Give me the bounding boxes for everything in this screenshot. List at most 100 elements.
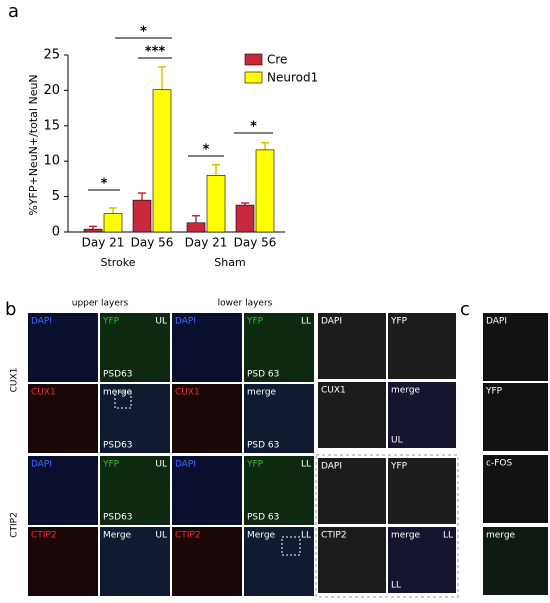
tile-label: CUX1 — [321, 386, 346, 396]
tile-label: DAPI — [486, 317, 507, 327]
tile-label: YFP — [246, 317, 264, 327]
tile-label: merge — [391, 386, 421, 396]
tile-label: LL — [443, 531, 453, 541]
group-label: Sham — [214, 256, 245, 269]
row-label: CTIP2 — [10, 512, 20, 538]
bar — [186, 222, 206, 233]
y-tick-label: 10 — [43, 154, 60, 169]
image-tile — [318, 527, 386, 593]
bar — [235, 204, 255, 233]
image-tile — [172, 527, 242, 596]
image-tile — [244, 456, 314, 525]
tile-label: DAPI — [175, 460, 196, 470]
tile-label: YFP — [102, 317, 120, 327]
bar — [152, 89, 172, 233]
zoom-frame — [315, 454, 459, 598]
significance-label: *** — [145, 45, 166, 60]
image-tile — [28, 456, 98, 525]
image-tile — [483, 313, 548, 381]
column-header: lower layers — [218, 299, 273, 309]
significance-label: * — [203, 143, 210, 158]
image-tile — [388, 313, 456, 379]
bar — [103, 213, 123, 233]
tile-label: PSD63 — [103, 370, 133, 380]
x-tick-label: Day 21 — [82, 236, 125, 250]
image-tile — [244, 384, 314, 453]
column-header: upper layers — [72, 299, 129, 309]
y-axis-label: %YFP+NeuN+/total NeuN — [27, 74, 40, 215]
y-tick-label: 25 — [43, 48, 60, 63]
roi-box — [114, 391, 132, 409]
tile-label: merge — [103, 388, 133, 398]
tile-label: CTIP2 — [31, 531, 57, 541]
image-tile — [483, 527, 548, 595]
tile-label: PSD 63 — [247, 370, 279, 380]
panel-letter: a — [8, 1, 19, 22]
tile-label: LL — [391, 581, 401, 591]
tile-label: CUX1 — [31, 388, 56, 398]
legend-label: Cre — [267, 53, 287, 67]
tile-label: merge — [391, 531, 421, 541]
image-tile — [172, 313, 242, 382]
tile-label: UL — [391, 436, 403, 446]
significance-label: * — [101, 177, 108, 192]
tile-label: DAPI — [31, 317, 52, 327]
row-label: CUX1 — [10, 368, 20, 393]
image-tile — [28, 384, 98, 453]
bar — [132, 199, 152, 233]
tile-label: YFP — [390, 462, 408, 472]
image-tile — [318, 458, 386, 524]
tile-label: YFP — [102, 460, 120, 470]
image-tile — [318, 313, 386, 379]
tile-label: UL — [155, 317, 167, 327]
tile-label: LL — [301, 460, 311, 470]
tile-label: UL — [155, 531, 167, 541]
bar — [206, 175, 226, 233]
image-tile — [172, 384, 242, 453]
tile-label: DAPI — [321, 317, 342, 327]
panel-letter: b — [5, 299, 16, 320]
tile-label: PSD 63 — [247, 441, 279, 451]
tile-label: YFP — [390, 317, 408, 327]
tile-label: CUX1 — [175, 388, 200, 398]
image-tile — [172, 456, 242, 525]
image-tile — [28, 527, 98, 596]
significance-label: * — [140, 25, 147, 40]
tile-label: PSD63 — [103, 513, 133, 523]
tile-label: PSD 63 — [247, 513, 279, 523]
bar — [83, 228, 103, 233]
tile-label: LL — [301, 317, 311, 327]
tile-label: DAPI — [321, 462, 342, 472]
x-tick-label: Day 56 — [131, 236, 174, 250]
tile-label: YFP — [246, 460, 264, 470]
image-tile — [388, 527, 456, 593]
image-tile — [388, 382, 456, 448]
roi-box — [281, 536, 301, 556]
image-tile — [483, 383, 548, 451]
y-tick-label: 20 — [43, 83, 60, 98]
image-tile — [483, 455, 548, 523]
image-tile — [28, 313, 98, 382]
tile-label: merge — [486, 531, 516, 541]
tile-label: LL — [301, 531, 311, 541]
tile-label: c-FOS — [486, 459, 512, 469]
tile-label: YFP — [485, 387, 503, 397]
tile-label: DAPI — [175, 317, 196, 327]
image-tile — [100, 384, 170, 453]
image-tile — [100, 456, 170, 525]
y-tick-label: 0 — [52, 225, 60, 240]
image-tile — [244, 313, 314, 382]
tile-label: Merge — [103, 531, 132, 541]
tile-label: PSD63 — [103, 441, 133, 451]
significance-label: * — [250, 120, 257, 135]
tile-label: Merge — [247, 531, 276, 541]
image-tile — [100, 313, 170, 382]
panel-letter: c — [460, 299, 470, 320]
group-label: Stroke — [100, 256, 135, 269]
tile-label: UL — [155, 460, 167, 470]
image-tile — [244, 527, 314, 596]
tile-label: CTIP2 — [321, 531, 347, 541]
tile-label: merge — [247, 388, 277, 398]
tile-label: CTIP2 — [175, 531, 201, 541]
